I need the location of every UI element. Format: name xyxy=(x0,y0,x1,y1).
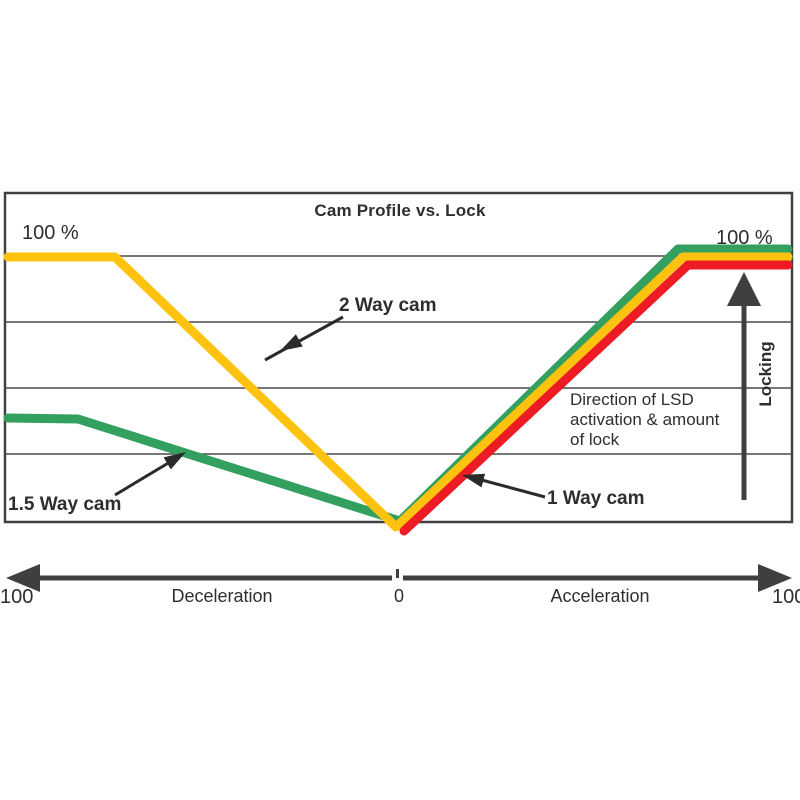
left-100pct-label: 100 % xyxy=(22,222,79,244)
chart-border xyxy=(3,191,794,524)
gridlines xyxy=(5,255,792,455)
right-100pct-label: 100 % xyxy=(716,227,773,249)
two-way-callout-arrow xyxy=(264,315,344,362)
one-five-way-cam-line xyxy=(3,244,793,526)
one-five-way-callout-arrow xyxy=(114,452,186,497)
lsd-direction-note-line3: of lock xyxy=(570,430,620,449)
lsd-direction-note: Direction of LSD activation & amount of … xyxy=(570,390,719,450)
lsd-direction-note-line2: activation & amount xyxy=(570,410,720,429)
one-way-cam-label: 1 Way cam xyxy=(547,488,645,509)
chart-title: Cam Profile vs. Lock xyxy=(314,201,486,220)
locking-axis-label: Locking xyxy=(756,341,775,407)
axis-right-arrowhead xyxy=(758,564,792,592)
axis-deceleration-label: Deceleration xyxy=(171,586,273,606)
two-way-cam-line xyxy=(3,252,793,532)
axis-zero-label: 0 xyxy=(393,586,404,606)
locking-arrow xyxy=(727,272,761,500)
one-five-way-cam-label: 1.5 Way cam xyxy=(8,494,122,515)
torque-axis-arrow xyxy=(6,564,792,592)
axis-zero-tick xyxy=(396,569,399,578)
two-way-cam-label: 2 Way cam xyxy=(339,295,437,316)
one-way-cam-line xyxy=(399,260,793,536)
one-way-callout-arrow xyxy=(462,473,546,499)
axis-decel-100-label: 100 xyxy=(0,586,34,608)
axis-left-arrowhead xyxy=(6,564,40,592)
axis-acceleration-label: Acceleration xyxy=(550,586,650,606)
axis-accel-100-label: 100 xyxy=(772,586,800,608)
lsd-direction-note-line1: Direction of LSD xyxy=(570,390,694,409)
